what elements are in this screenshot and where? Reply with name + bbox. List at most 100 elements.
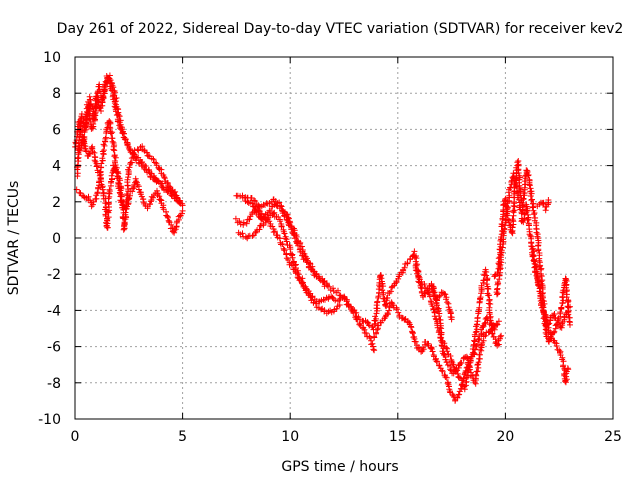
data-point xyxy=(390,302,397,309)
data-point xyxy=(506,192,513,199)
data-point xyxy=(251,203,258,210)
data-point xyxy=(281,213,288,220)
data-point xyxy=(567,321,573,328)
data-point xyxy=(239,230,246,237)
data-point xyxy=(436,293,443,300)
data-point xyxy=(525,172,531,179)
data-point xyxy=(474,368,481,375)
data-point xyxy=(150,194,157,201)
data-point xyxy=(344,301,351,308)
data-point xyxy=(558,304,565,311)
data-point xyxy=(495,318,502,325)
data-point xyxy=(395,309,402,316)
data-point xyxy=(271,228,278,235)
data-point xyxy=(309,293,316,300)
data-point xyxy=(412,267,419,274)
data-point xyxy=(472,329,479,336)
data-point xyxy=(330,285,336,292)
data-point xyxy=(99,148,106,155)
data-point xyxy=(526,182,533,189)
data-point xyxy=(420,346,427,353)
data-point xyxy=(507,184,514,191)
data-point xyxy=(150,156,157,163)
data-point xyxy=(281,247,288,254)
data-point xyxy=(96,172,103,179)
data-point xyxy=(531,258,537,265)
y-tick-label: -4 xyxy=(47,303,61,319)
data-point xyxy=(123,191,130,197)
data-point xyxy=(540,315,547,322)
data-point xyxy=(557,309,564,316)
data-point xyxy=(108,172,115,179)
data-point xyxy=(152,177,159,184)
data-point xyxy=(123,203,130,210)
data-point xyxy=(373,329,380,336)
data-point xyxy=(535,282,542,289)
x-tick-label: 25 xyxy=(604,429,622,445)
data-point xyxy=(434,358,441,365)
data-point xyxy=(504,198,511,205)
data-point xyxy=(559,300,566,307)
data-point xyxy=(541,314,548,321)
data-point xyxy=(485,286,492,292)
data-point xyxy=(282,235,289,242)
data-point xyxy=(448,367,454,374)
data-point xyxy=(527,232,534,239)
data-point xyxy=(121,219,128,226)
data-point xyxy=(295,242,302,249)
data-point xyxy=(126,164,133,171)
data-point xyxy=(512,182,519,189)
data-point xyxy=(563,376,570,383)
data-point xyxy=(429,303,436,310)
data-point xyxy=(244,198,251,205)
data-point xyxy=(471,337,478,344)
data-point xyxy=(315,274,322,281)
data-point xyxy=(177,200,184,207)
data-point xyxy=(109,129,116,136)
data-point xyxy=(432,295,439,302)
data-point xyxy=(374,322,381,329)
data-point xyxy=(529,203,536,210)
chart-title: Day 261 of 2022, Sidereal Day-to-day VTE… xyxy=(57,21,624,37)
data-point xyxy=(172,188,179,195)
data-point xyxy=(289,254,296,261)
x-tick-label: 10 xyxy=(281,429,299,445)
data-point xyxy=(475,336,482,343)
data-point xyxy=(436,313,442,320)
data-point xyxy=(276,235,283,242)
data-point xyxy=(111,103,118,110)
data-point xyxy=(80,119,87,125)
data-point xyxy=(291,235,298,242)
data-point xyxy=(564,365,571,372)
data-point xyxy=(565,298,572,305)
data-point xyxy=(179,210,185,217)
data-point xyxy=(458,360,465,366)
data-point xyxy=(437,324,444,331)
data-point xyxy=(157,196,164,203)
data-point xyxy=(500,236,506,243)
x-tick-label: 20 xyxy=(496,429,514,445)
data-point xyxy=(124,176,131,183)
data-point xyxy=(553,343,560,349)
data-point xyxy=(385,307,392,314)
data-point xyxy=(497,333,504,340)
data-point xyxy=(372,313,379,320)
data-point xyxy=(520,195,527,202)
data-point xyxy=(374,298,381,305)
data-point xyxy=(288,226,295,233)
data-point xyxy=(335,287,341,294)
data-point xyxy=(498,249,505,256)
data-point xyxy=(411,248,418,255)
data-point xyxy=(299,279,306,286)
data-point xyxy=(431,292,438,299)
data-point xyxy=(246,216,253,223)
data-point xyxy=(499,244,506,251)
data-points xyxy=(72,72,573,404)
data-point xyxy=(279,241,286,247)
y-tick-label: -2 xyxy=(47,267,61,283)
data-point xyxy=(455,374,462,381)
data-point xyxy=(100,94,107,101)
data-point xyxy=(174,194,181,201)
data-point xyxy=(512,175,519,182)
data-point xyxy=(380,283,387,290)
